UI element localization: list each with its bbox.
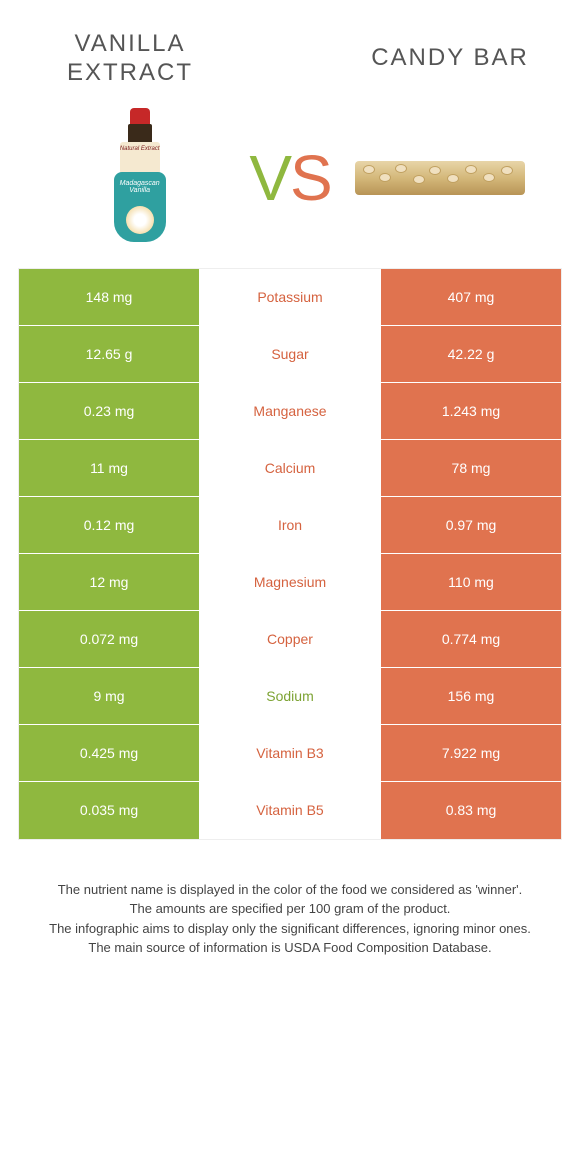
table-row: 12 mgMagnesium110 mg	[19, 554, 561, 611]
infographic-container: VANILLA EXTRACT CANDY BAR Natural Extrac…	[0, 0, 580, 958]
cell-nutrient-name: Calcium	[199, 440, 381, 496]
food-image-right	[331, 103, 550, 253]
cell-right-value: 0.97 mg	[381, 497, 561, 553]
cell-nutrient-name: Copper	[199, 611, 381, 667]
title-left: VANILLA EXTRACT	[30, 30, 230, 88]
vs-s: S	[290, 142, 331, 214]
images-row: Natural Extract Madagascan Vanilla VS	[0, 98, 580, 268]
cell-left-value: 12.65 g	[19, 326, 199, 382]
cell-left-value: 11 mg	[19, 440, 199, 496]
table-row: 0.425 mgVitamin B37.922 mg	[19, 725, 561, 782]
cell-left-value: 12 mg	[19, 554, 199, 610]
footer-line-1: The nutrient name is displayed in the co…	[30, 880, 550, 900]
cell-nutrient-name: Sugar	[199, 326, 381, 382]
cell-right-value: 1.243 mg	[381, 383, 561, 439]
cell-left-value: 0.072 mg	[19, 611, 199, 667]
table-row: 0.12 mgIron0.97 mg	[19, 497, 561, 554]
footer-notes: The nutrient name is displayed in the co…	[0, 840, 580, 958]
table-row: 0.072 mgCopper0.774 mg	[19, 611, 561, 668]
candy-bar-icon	[355, 153, 525, 203]
cell-right-value: 0.774 mg	[381, 611, 561, 667]
cell-left-value: 0.425 mg	[19, 725, 199, 781]
cell-nutrient-name: Vitamin B5	[199, 782, 381, 839]
header-titles: VANILLA EXTRACT CANDY BAR	[0, 0, 580, 98]
comparison-table: 148 mgPotassium407 mg12.65 gSugar42.22 g…	[18, 268, 562, 840]
vs-label: VS	[249, 141, 330, 215]
cell-right-value: 110 mg	[381, 554, 561, 610]
table-row: 11 mgCalcium78 mg	[19, 440, 561, 497]
cell-right-value: 7.922 mg	[381, 725, 561, 781]
cell-right-value: 42.22 g	[381, 326, 561, 382]
cell-left-value: 148 mg	[19, 269, 199, 325]
table-row: 148 mgPotassium407 mg	[19, 269, 561, 326]
table-row: 12.65 gSugar42.22 g	[19, 326, 561, 383]
cell-nutrient-name: Manganese	[199, 383, 381, 439]
cell-right-value: 407 mg	[381, 269, 561, 325]
cell-right-value: 0.83 mg	[381, 782, 561, 839]
cell-right-value: 78 mg	[381, 440, 561, 496]
cell-nutrient-name: Iron	[199, 497, 381, 553]
cell-left-value: 0.12 mg	[19, 497, 199, 553]
food-image-left: Natural Extract Madagascan Vanilla	[30, 103, 249, 253]
footer-line-2: The amounts are specified per 100 gram o…	[30, 899, 550, 919]
cell-right-value: 156 mg	[381, 668, 561, 724]
footer-line-4: The main source of information is USDA F…	[30, 938, 550, 958]
vs-v: V	[249, 142, 290, 214]
cell-nutrient-name: Potassium	[199, 269, 381, 325]
cell-nutrient-name: Magnesium	[199, 554, 381, 610]
cell-left-value: 9 mg	[19, 668, 199, 724]
table-row: 0.035 mgVitamin B50.83 mg	[19, 782, 561, 839]
table-row: 0.23 mgManganese1.243 mg	[19, 383, 561, 440]
title-right: CANDY BAR	[350, 44, 550, 73]
footer-line-3: The infographic aims to display only the…	[30, 919, 550, 939]
cell-nutrient-name: Sodium	[199, 668, 381, 724]
cell-left-value: 0.035 mg	[19, 782, 199, 839]
table-row: 9 mgSodium156 mg	[19, 668, 561, 725]
vanilla-bottle-icon: Natural Extract Madagascan Vanilla	[112, 108, 168, 248]
cell-left-value: 0.23 mg	[19, 383, 199, 439]
cell-nutrient-name: Vitamin B3	[199, 725, 381, 781]
